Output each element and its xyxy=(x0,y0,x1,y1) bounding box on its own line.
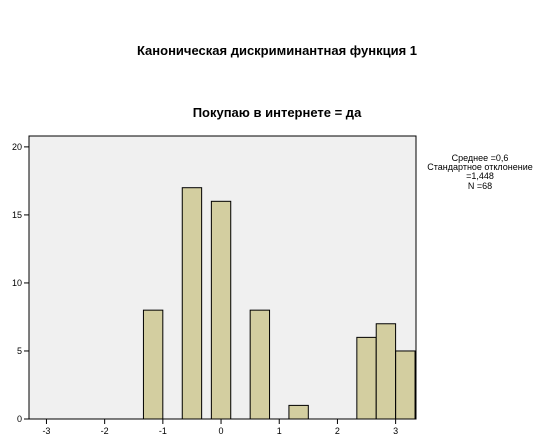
x-tick-label: 1 xyxy=(277,426,282,436)
histogram-bar xyxy=(142,309,164,420)
x-tick-label: -1 xyxy=(159,426,167,436)
y-tick-label: 15 xyxy=(12,210,22,220)
chart-subtitle: Покупаю в интернете = да xyxy=(193,105,362,120)
y-tick-label: 0 xyxy=(17,414,22,424)
y-tick-label: 5 xyxy=(17,346,22,356)
histogram-bar xyxy=(288,404,309,420)
axes-layer: 0 5 10 15 20 -3 -2 -1 0 1 2 3 xyxy=(12,142,398,436)
stats-n: N =68 xyxy=(468,181,492,191)
histogram-bar xyxy=(356,336,377,420)
x-tick-label: 0 xyxy=(219,426,224,436)
bars-layer xyxy=(142,187,416,420)
stats-sd-label: Стандартное отклонение xyxy=(427,162,532,172)
stats-box: Среднее =0,6 Стандартное отклонение =1,4… xyxy=(427,153,532,191)
stats-mean: Среднее =0,6 xyxy=(452,153,509,163)
figure-title: Каноническая дискриминантная функция 1 xyxy=(137,43,417,58)
x-tick-label: -2 xyxy=(101,426,109,436)
histogram-bar xyxy=(375,323,397,420)
y-tick-label: 20 xyxy=(12,142,22,152)
histogram-bar xyxy=(395,350,416,420)
histogram-bar xyxy=(181,187,203,420)
x-tick-label: 3 xyxy=(393,426,398,436)
histogram-bar xyxy=(210,200,232,420)
histogram-bar xyxy=(249,309,271,420)
x-tick-label: 2 xyxy=(335,426,340,436)
y-tick-label: 10 xyxy=(12,278,22,288)
stats-sd-value: =1,448 xyxy=(466,171,494,181)
x-tick-label: -3 xyxy=(42,426,50,436)
